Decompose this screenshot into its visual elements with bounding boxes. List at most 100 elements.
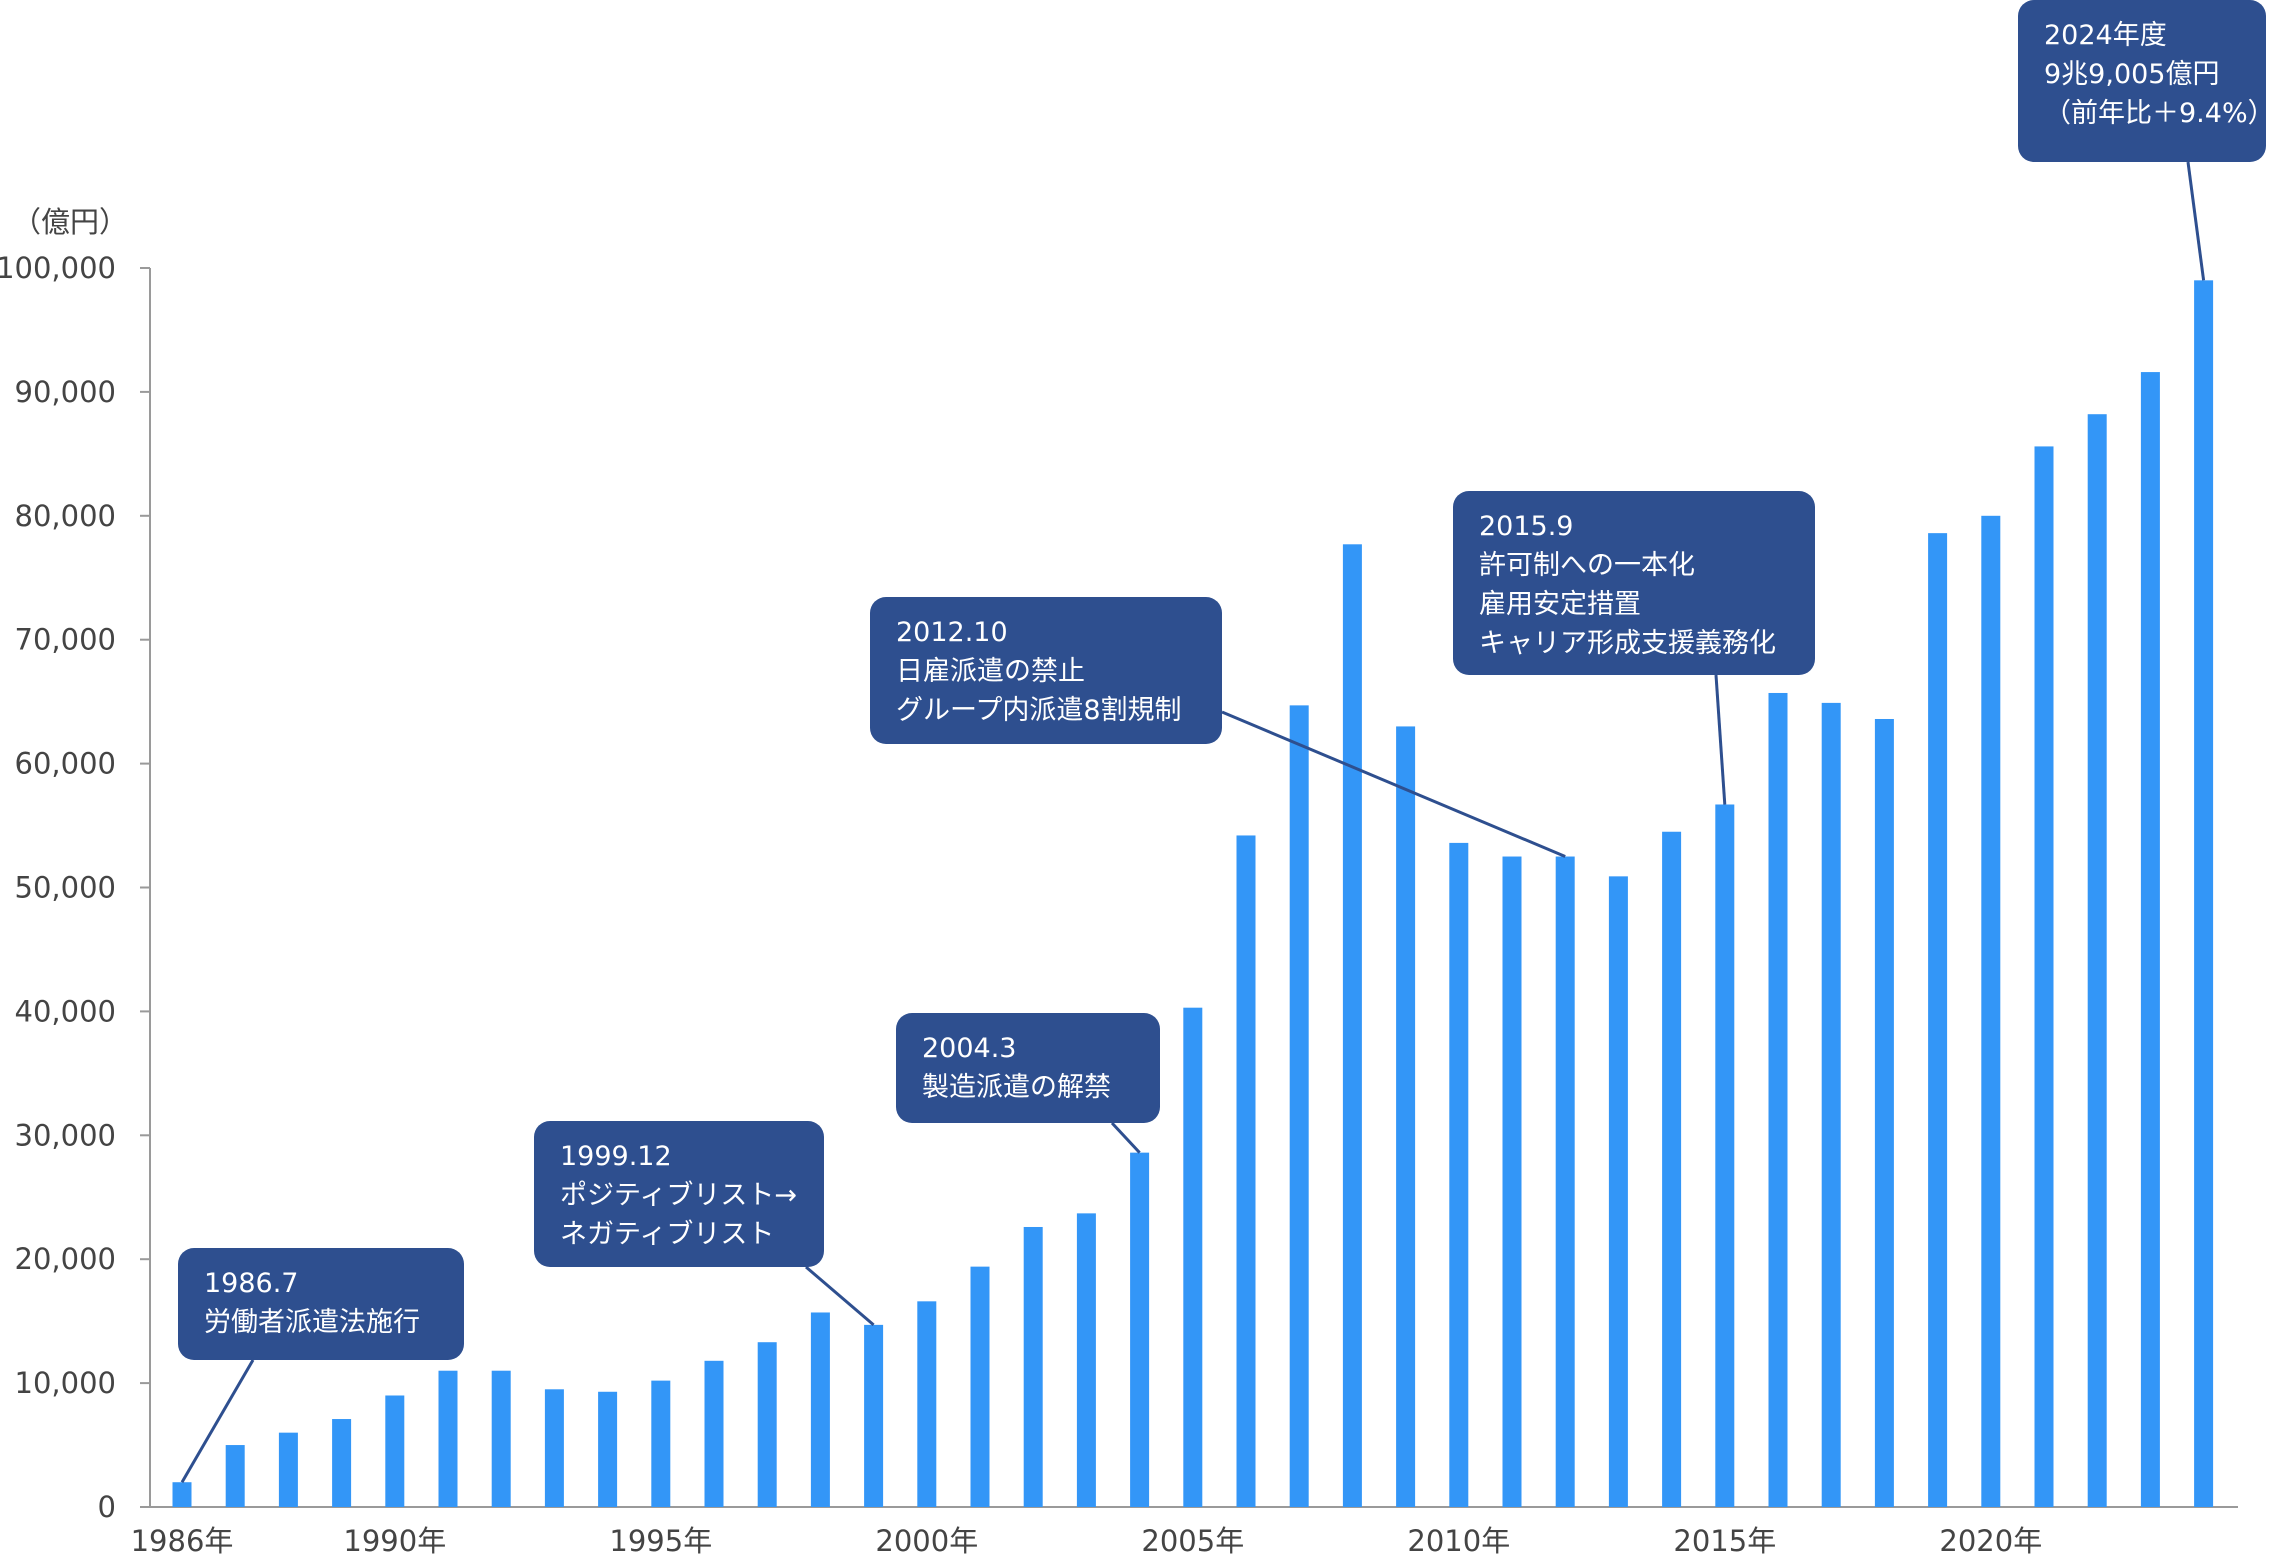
bar-1986 <box>172 1482 192 1507</box>
callout-text-line: （前年比＋9.4%） <box>2044 98 2275 129</box>
callout-text-line: グループ内派遣8割規制 <box>896 695 1182 726</box>
x-tick-label: 2005年 <box>1141 1524 1244 1555</box>
bar-2015 <box>1715 804 1735 1507</box>
bar-2000 <box>917 1301 937 1507</box>
x-tick-label: 1986年 <box>131 1524 234 1555</box>
bar-2009 <box>1396 726 1416 1507</box>
leader-line-2015 <box>1714 674 1727 805</box>
bar-2010 <box>1449 842 1469 1507</box>
callout-text-line: 製造派遣の解禁 <box>922 1072 1111 1103</box>
callout-text-line: 2015.9 <box>1479 511 1573 542</box>
callout-text-line: ネガティブリスト <box>560 1219 774 1250</box>
y-axis: 0 10,000 20,000 30,000 40,000 50,000 60,000 70,… <box>0 251 151 1524</box>
x-tick-label: 1995年 <box>609 1524 712 1555</box>
callout-1999: 1999.12 ポジティブリスト→ ネガティブリスト <box>534 1121 824 1267</box>
bar-1991 <box>438 1370 458 1507</box>
y-tick-label: 50,000 <box>15 871 116 905</box>
bar-1989 <box>332 1419 352 1507</box>
x-tick-label: 1990年 <box>343 1524 446 1555</box>
callout-box <box>178 1248 464 1360</box>
annotation-callouts: 1986.7 労働者派遣法施行 1999.12 ポジティブリスト→ ネガティブリスト 20… <box>178 0 2275 1360</box>
y-tick-label: 20,000 <box>15 1242 116 1276</box>
callout-box <box>2018 0 2266 162</box>
leader-line-2024 <box>2186 161 2206 281</box>
y-tick-label: 10,000 <box>15 1366 116 1400</box>
callout-text-line: 雇用安定措置 <box>1479 589 1641 620</box>
callout-text-line: ポジティブリスト→ <box>560 1180 797 1211</box>
callout-text-line: 2004.3 <box>922 1033 1016 1064</box>
x-tick-label: 2015年 <box>1673 1524 1776 1555</box>
y-tick-label: 90,000 <box>15 375 116 409</box>
leader-line-2004 <box>1110 1121 1141 1154</box>
y-tick-label: 60,000 <box>15 747 116 781</box>
callout-2004: 2004.3 製造派遣の解禁 <box>896 1013 1160 1123</box>
callout-box <box>896 1013 1160 1123</box>
y-tick-label: 40,000 <box>15 994 116 1028</box>
bar-2001 <box>970 1266 990 1507</box>
y-tick-label: 70,000 <box>15 623 116 657</box>
bar-1998 <box>810 1312 830 1507</box>
annotation-leaders <box>180 161 2206 1483</box>
callout-text-line: 労働者派遣法施行 <box>204 1307 420 1338</box>
callout-text-line: 9兆9,005億円 <box>2044 59 2219 90</box>
callout-1986: 1986.7 労働者派遣法施行 <box>178 1248 464 1360</box>
bar-1994 <box>598 1391 618 1507</box>
bar-2014 <box>1662 831 1682 1507</box>
y-tick-label: 30,000 <box>15 1118 116 1152</box>
x-tick-label: 2020年 <box>1939 1524 2042 1555</box>
bar-2007 <box>1289 705 1309 1507</box>
bar-2013 <box>1608 876 1628 1507</box>
callout-text-line: 許可制への一本化 <box>1479 550 1695 581</box>
leader-line-2012 <box>1221 710 1566 858</box>
callout-text-line: 2024年度 <box>2044 20 2167 51</box>
bar-2024 <box>2194 280 2214 1507</box>
x-tick-label: 2000年 <box>875 1524 978 1555</box>
bar-2022 <box>2087 414 2107 1507</box>
bar-1999 <box>864 1324 884 1507</box>
y-tick-label: 100,000 <box>0 251 116 285</box>
callout-text-line: 2012.10 <box>896 617 1008 648</box>
bar-2016 <box>1768 692 1788 1507</box>
bar-2011 <box>1502 856 1522 1507</box>
y-tick-label: 80,000 <box>15 499 116 533</box>
bar-2005 <box>1183 1007 1203 1507</box>
leader-line-1986 <box>180 1359 255 1483</box>
callout-2024: 2024年度 9兆9,005億円 （前年比＋9.4%） <box>2018 0 2275 162</box>
bar-1993 <box>544 1389 564 1507</box>
bar-2004 <box>1130 1152 1150 1507</box>
bar-2012 <box>1555 856 1575 1507</box>
bar-2023 <box>2140 372 2160 1508</box>
bar-2020 <box>1981 515 2001 1507</box>
bar-1996 <box>704 1360 724 1507</box>
x-axis: 1986年 1990年 1995年 2000年 2005年 2010年 2015年 2020年 <box>131 1506 2238 1555</box>
leader-line-1999 <box>805 1265 875 1327</box>
bar-1987 <box>225 1445 245 1507</box>
bar-1995 <box>651 1380 671 1507</box>
bar-2003 <box>1076 1213 1096 1507</box>
y-tick-label: 0 <box>98 1490 116 1524</box>
x-tick-label: 2010年 <box>1407 1524 1510 1555</box>
callout-box <box>1453 491 1815 675</box>
bar-2018 <box>1874 718 1894 1507</box>
bar-2019 <box>1928 533 1948 1507</box>
callout-text-line: 1999.12 <box>560 1141 672 1172</box>
callout-box <box>870 597 1222 744</box>
callout-text-line: キャリア形成支援義務化 <box>1479 628 1776 659</box>
bar-2021 <box>2034 446 2054 1507</box>
callout-text-line: 1986.7 <box>204 1268 298 1299</box>
y-axis-unit-label: （億円） <box>12 205 128 239</box>
bar-1988 <box>278 1432 298 1507</box>
bar-2008 <box>1342 544 1362 1507</box>
callout-box <box>534 1121 824 1267</box>
bar-1990 <box>385 1395 405 1507</box>
callout-text-line: 日雇派遣の禁止 <box>896 656 1085 687</box>
bar-2017 <box>1821 702 1841 1507</box>
bar-2006 <box>1236 835 1256 1507</box>
bar-2002 <box>1023 1226 1043 1507</box>
bar-1997 <box>757 1342 777 1507</box>
bar-1992 <box>491 1370 511 1507</box>
bars <box>172 280 2214 1508</box>
